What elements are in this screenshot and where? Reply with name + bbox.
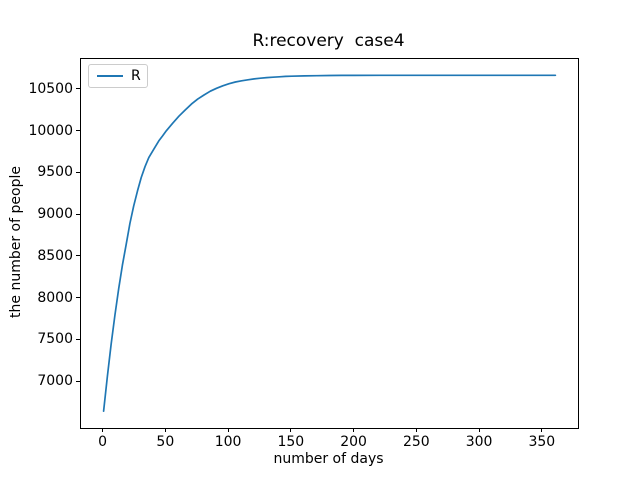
line-series-R xyxy=(102,74,557,413)
x-tick-mark xyxy=(415,428,417,432)
legend-label: R xyxy=(131,68,141,84)
plot-canvas xyxy=(102,74,557,413)
y-tick-mark xyxy=(76,88,80,90)
y-tick-label: 8500 xyxy=(37,247,73,264)
x-tick-label: 0 xyxy=(98,434,108,450)
y-tick-label: 9500 xyxy=(37,164,73,181)
y-tick-mark xyxy=(76,213,80,215)
y-tick-mark xyxy=(76,171,80,173)
y-tick-label: 10000 xyxy=(28,122,73,139)
x-tick-mark xyxy=(227,428,229,432)
x-tick-label: 50 xyxy=(156,434,175,450)
x-tick-label: 100 xyxy=(214,434,242,450)
y-tick-mark xyxy=(76,338,80,340)
x-tick-label: 300 xyxy=(465,434,493,450)
x-tick-label: 350 xyxy=(528,434,556,450)
x-tick-mark xyxy=(290,428,292,432)
y-tick-label: 8000 xyxy=(37,289,73,306)
x-tick-mark xyxy=(541,428,543,432)
x-tick-label: 250 xyxy=(402,434,430,450)
legend: R xyxy=(88,64,148,88)
x-axis-label: number of days xyxy=(273,451,384,467)
x-tick-label: 150 xyxy=(277,434,305,450)
y-tick-mark xyxy=(76,130,80,132)
x-tick-mark xyxy=(353,428,355,432)
plot-area xyxy=(80,58,579,429)
y-tick-label: 10500 xyxy=(28,80,73,97)
x-tick-mark xyxy=(102,428,104,432)
y-tick-mark xyxy=(76,297,80,299)
legend-line-sample-icon xyxy=(97,75,123,77)
y-tick-mark xyxy=(76,255,80,257)
y-tick-label: 7500 xyxy=(37,331,73,348)
y-tick-label: 9000 xyxy=(37,206,73,223)
y-tick-mark xyxy=(76,380,80,382)
chart-title: R:recovery case4 xyxy=(252,31,405,51)
x-tick-mark xyxy=(164,428,166,432)
x-tick-mark xyxy=(478,428,480,432)
y-tick-label: 7000 xyxy=(37,373,73,390)
x-tick-label: 200 xyxy=(340,434,367,450)
